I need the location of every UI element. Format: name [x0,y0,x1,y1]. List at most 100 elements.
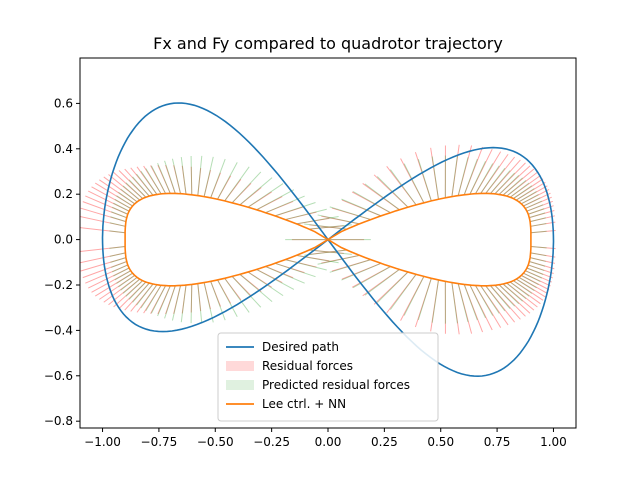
predicted-force-arrow [457,283,469,323]
residual-force-arrow [529,215,555,223]
residual-force-arrow [509,175,541,198]
residual-force-arrow [157,164,171,194]
predicted-force-arrow [304,249,347,256]
residual-force-arrow [80,215,126,227]
predicted-force-arrow [309,249,352,255]
residual-force-arrow [256,268,283,284]
y-tick-label: −0.6 [44,369,73,383]
predicted-force-arrow [341,198,382,217]
predicted-force-arrow [515,278,535,292]
predicted-force-arrow [403,163,425,204]
residual-force-arrow [224,277,242,301]
predicted-force-arrow [480,165,500,194]
residual-force-arrow [523,272,551,287]
residual-force-arrow [513,178,544,199]
residual-force-arrow [136,284,158,313]
predicted-force-arrow [197,155,203,196]
predicted-force-arrow [304,223,347,230]
trajectory-lines [101,102,555,378]
predicted-force-arrow [309,224,352,230]
predicted-force-arrow [224,166,250,202]
residual-force-arrow [94,272,133,297]
residual-force-arrow [99,274,135,300]
residual-force-arrow [506,171,538,197]
residual-force-arrow [247,191,272,208]
predicted-force-arrow [352,266,391,289]
residual-force-arrow [490,285,521,320]
residual-force-arrow [80,252,126,264]
predicted-force-arrow [157,163,171,194]
legend-box [217,332,439,422]
predicted-force-arrow [140,170,158,195]
predicted-force-arrow [352,191,391,214]
y-tick-label: −0.8 [44,414,73,428]
predicted-force-arrow [296,215,339,225]
predicted-force-arrow [518,190,537,203]
predicted-force-arrow [513,185,533,199]
predicted-force-arrow [457,157,469,196]
residual-force-arrow [494,284,526,317]
predicted-force-arrow [274,202,316,217]
predicted-force-arrow [529,261,546,267]
predicted-force-arrow [494,284,515,307]
residual-force-arrow [130,167,154,196]
residual-force-arrow [430,279,439,332]
predicted-force-arrow [529,212,546,219]
residual-force-arrow [529,209,555,219]
residual-force-arrow [91,186,131,209]
y-tick-label: 0.4 [54,142,73,156]
predicted-force-arrow [451,155,458,197]
predicted-force-arrow [132,176,150,197]
predicted-force-arrow [528,208,545,215]
residual-force-arrow [414,152,432,202]
predicted-force-arrow [256,189,295,211]
residual-force-arrow [373,271,409,305]
residual-force-arrow [480,285,509,326]
predicted-force-arrow [498,284,520,305]
predicted-force-arrow [521,194,539,205]
predicted-force-arrow [118,274,136,288]
residual-force-arrow [265,266,294,279]
residual-force-arrow [80,245,126,253]
predicted-force-arrow [113,202,130,212]
residual-force-arrow [296,217,330,225]
predicted-force-arrow [509,281,530,297]
predicted-force-arrow [451,282,458,324]
predicted-force-arrow [285,208,327,221]
force-arrows [80,144,556,335]
predicted-force-arrow [231,276,262,308]
residual-force-arrow [485,285,516,323]
residual-force-arrow [529,257,555,264]
predicted-force-arrow [494,172,515,195]
predicted-force-arrow [515,188,535,201]
predicted-force-arrow [341,262,382,281]
residual-force-arrow [197,168,202,196]
residual-force-arrow [386,274,417,314]
legend-swatch [226,380,254,390]
residual-force-arrow [494,162,526,195]
predicted-force-arrow [113,267,130,277]
predicted-force-arrow [197,283,203,324]
residual-force-arrow [296,254,330,262]
predicted-force-arrow [502,283,523,302]
residual-force-arrow [256,196,283,211]
predicted-force-arrow [530,223,547,227]
predicted-force-arrow [475,285,494,316]
residual-force-arrow [309,224,347,230]
predicted-force-arrow [523,272,541,282]
residual-force-arrow [103,176,138,203]
predicted-force-arrow [506,282,527,300]
residual-force-arrow [210,281,221,307]
residual-force-arrow [451,282,460,335]
residual-force-arrow [518,276,548,294]
legend: Desired path Residual forces Predicted res… [217,332,439,422]
predicted-force-arrow [525,270,543,279]
predicted-force-arrow [109,222,126,227]
residual-force-arrow [341,199,382,217]
predicted-force-arrow [526,267,544,275]
predicted-force-arrow [111,206,128,215]
residual-force-arrow [274,206,305,217]
predicted-force-arrow [498,175,520,195]
residual-force-arrow [173,165,182,194]
